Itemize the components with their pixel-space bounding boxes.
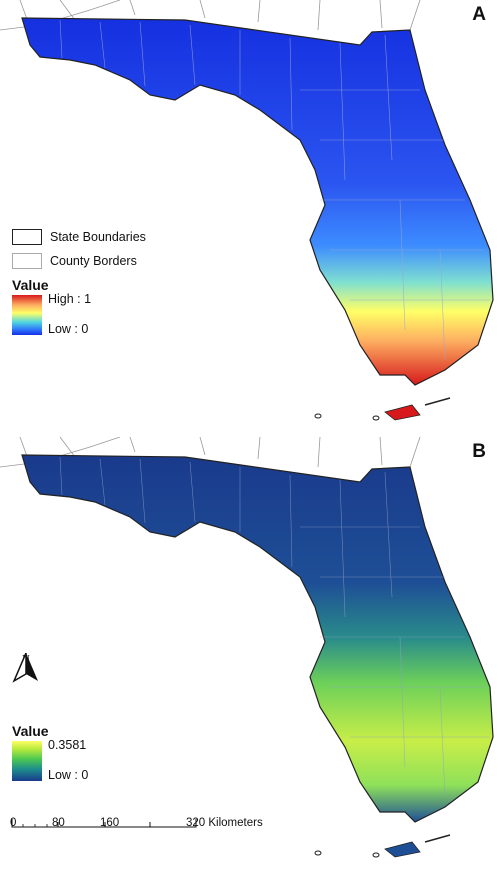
- neighbor-state-borders-b: [0, 437, 421, 468]
- county-border-swatch: [12, 253, 42, 269]
- keys-a: [314, 397, 451, 421]
- color-ramp-b: 0.3581 Low : 0: [12, 738, 89, 782]
- panel-letter-a: A: [472, 4, 486, 25]
- state-boundaries-label: State Boundaries: [50, 230, 146, 244]
- ramp-swatch-b: [12, 741, 42, 781]
- neighbor-state-borders: [0, 0, 421, 31]
- scale-bar: 0 80 160 320 Kilometers: [10, 817, 270, 831]
- scale-tick-0: 0: [10, 817, 17, 829]
- legend-a: State Boundaries County Borders Value Hi…: [12, 229, 146, 336]
- county-borders-b: [59, 456, 490, 798]
- scale-tick-320: 320 Kilometers: [186, 817, 263, 829]
- legend-b: Value 0.3581 Low : 0: [12, 719, 88, 782]
- ramp-swatch-a: [12, 295, 42, 335]
- map-panel-a: A State Boundaries County Borders Value …: [0, 0, 494, 421]
- scale-bar-graphic: [11, 819, 197, 828]
- legend-state-boundaries: State Boundaries: [12, 229, 146, 245]
- color-ramp-a: High : 1 Low : 0: [12, 292, 146, 336]
- ramp-low-label-a: Low : 0: [48, 322, 89, 336]
- north-arrow: N: [12, 653, 40, 683]
- florida-map-a: [0, 0, 494, 421]
- florida-shape-a: [21, 17, 494, 386]
- state-boundary-swatch: [12, 229, 42, 245]
- florida-shape-b: [21, 454, 494, 823]
- panel-letter-b: B: [472, 441, 486, 462]
- county-borders-label: County Borders: [50, 254, 137, 268]
- map-panel-b: B N Value 0.3581 Low : 0 0 80 160 320 Ki…: [0, 437, 500, 874]
- value-title-b: Value: [12, 723, 49, 739]
- keys-b: [314, 834, 451, 858]
- ramp-high-label-b: 0.3581: [48, 738, 87, 752]
- legend-county-borders: County Borders: [12, 253, 146, 269]
- county-borders-a: [59, 19, 490, 361]
- north-arrow-icon: [12, 653, 38, 683]
- ramp-high-label-a: High : 1: [48, 292, 92, 306]
- florida-map-b: [0, 437, 494, 858]
- value-title-a: Value: [12, 277, 49, 293]
- ramp-low-label-b: Low : 0: [48, 768, 89, 782]
